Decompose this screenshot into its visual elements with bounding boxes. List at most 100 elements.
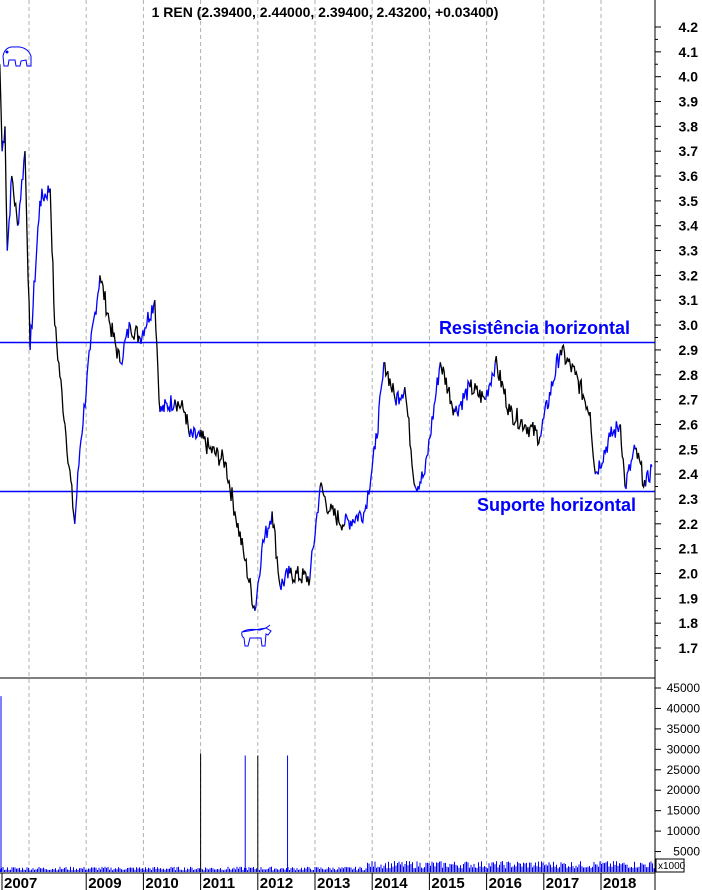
time-tick-label: 2015	[431, 875, 464, 890]
price-segment	[29, 200, 41, 350]
price-segment	[484, 362, 496, 401]
price-tick-label: 1.8	[679, 615, 699, 631]
price-segment	[64, 424, 76, 524]
price-segment	[414, 471, 426, 492]
volume-bars	[0, 861, 655, 872]
price-segment	[261, 511, 273, 549]
price-tick-label: 3.2	[679, 267, 699, 283]
time-tick-label: 2010	[145, 875, 178, 890]
price-tick-label: 3.4	[679, 218, 699, 234]
price-tick-label: 2.3	[679, 491, 699, 507]
price-segment	[189, 425, 201, 441]
price-segment	[524, 421, 541, 447]
time-tick-label: 2017	[546, 875, 579, 890]
price-segment	[644, 464, 653, 487]
price-segment	[634, 447, 647, 490]
price-tick-label: 3.7	[679, 143, 699, 159]
price-series	[0, 64, 653, 611]
price-segment	[99, 275, 111, 326]
price-tick-label: 3.3	[679, 243, 699, 259]
volume-tick-label: 45000	[667, 681, 701, 695]
time-tick-label: 2016	[489, 875, 522, 890]
price-segment	[589, 411, 596, 475]
time-tick-label: 2011	[203, 875, 236, 890]
price-segment	[384, 362, 396, 400]
price-segment	[594, 432, 611, 475]
price-segment	[0, 64, 3, 152]
time-tick-label: 2018	[603, 875, 636, 890]
price-segment	[224, 461, 236, 516]
price-segment	[394, 387, 406, 406]
support-label: Suporte horizontal	[477, 495, 636, 515]
price-segment	[364, 446, 376, 512]
price-tick-label: 3.5	[679, 193, 699, 209]
price-segment	[454, 379, 471, 417]
price-tick-label: 2.4	[679, 466, 699, 482]
price-segment	[254, 548, 263, 611]
price-segment	[199, 429, 211, 455]
volume-tick-label: 30000	[667, 742, 701, 756]
price-segment	[119, 321, 131, 366]
volume-unit-box	[655, 858, 685, 873]
price-segment	[139, 300, 156, 345]
price-segment	[344, 509, 366, 530]
bull-icon	[241, 624, 272, 647]
gridlines	[28, 0, 602, 872]
price-tick-label: 2.9	[679, 342, 699, 358]
volume-tick-label: 15000	[667, 804, 701, 818]
price-segment	[539, 349, 562, 438]
price-tick-label: 2.7	[679, 392, 699, 408]
price-segment	[184, 411, 191, 438]
price-segment	[494, 355, 511, 416]
price-tick-label: 2.8	[679, 367, 699, 383]
price-segment	[574, 370, 591, 417]
price-tick-label: 2.2	[679, 516, 699, 532]
volume-tick-label: 10000	[667, 824, 701, 838]
price-tick-label: 2.6	[679, 416, 699, 432]
price-tick-label: 2.1	[679, 541, 699, 557]
price-segment	[159, 395, 176, 413]
price-tick-label: 4.2	[679, 19, 699, 35]
price-tick-label: 4.1	[679, 44, 699, 60]
price-segment	[79, 349, 91, 450]
resistance-label: Resistência horizontal	[439, 318, 630, 338]
price-tick-label: 4.0	[679, 69, 699, 85]
volume-tick-label: 35000	[667, 722, 701, 736]
price-segment	[619, 424, 626, 487]
price-segment	[271, 511, 281, 587]
price-segment	[54, 324, 66, 425]
price-tick-label: 3.1	[679, 292, 699, 308]
price-segment	[329, 503, 346, 531]
price-segment	[609, 421, 621, 438]
volume-series	[0, 696, 655, 872]
price-segment	[24, 151, 31, 350]
price-segment	[109, 322, 121, 363]
price-tick-label: 2.0	[679, 565, 699, 581]
price-tick-label: 2.5	[679, 441, 699, 457]
price-tick-label: 3.0	[679, 317, 699, 333]
price-segment	[424, 362, 441, 475]
volume-tick-label: 40000	[667, 701, 701, 715]
time-tick-label: 2013	[317, 875, 350, 890]
price-tick-label: 3.8	[679, 118, 699, 134]
price-segment	[209, 444, 226, 468]
bear-icon	[2, 46, 32, 67]
time-tick-label: 2012	[260, 875, 293, 890]
price-segment	[469, 379, 486, 403]
price-tick-label: 1.7	[679, 640, 699, 656]
price-segment	[49, 188, 56, 326]
price-segment	[154, 300, 161, 413]
price-segment	[624, 444, 636, 490]
horizontal-lines	[0, 341, 655, 493]
price-segment	[319, 482, 330, 515]
price-segment	[17, 151, 26, 226]
volume-tick-label: 5000	[673, 845, 700, 859]
time-tick-label: 2014	[374, 875, 408, 890]
price-segment	[74, 449, 81, 524]
price-segment	[374, 361, 386, 450]
price-segment	[279, 565, 291, 591]
price-segment	[309, 486, 321, 579]
time-tick-label: 2009	[88, 875, 121, 890]
